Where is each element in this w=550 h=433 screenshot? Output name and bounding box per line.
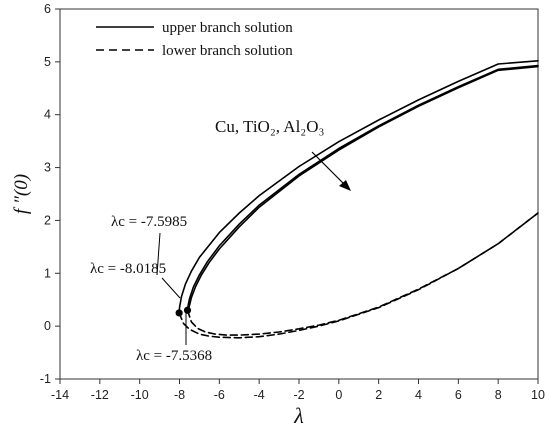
lambda-c-label-2: λc = -8.0185 [90, 261, 166, 277]
materials-annotation: Cu, TiO₂, Al₂O₃ [215, 117, 325, 136]
critical-point [175, 309, 183, 317]
legend-lower-label: lower branch solution [162, 43, 293, 59]
x-tick-label: -8 [174, 388, 185, 402]
x-tick-label: -12 [91, 388, 109, 402]
x-tick-label: 10 [531, 388, 545, 402]
x-tick-label: 6 [455, 388, 462, 402]
lambda-c-label-1: λc = -7.5985 [111, 214, 187, 230]
y-tick-label: 3 [44, 161, 51, 175]
y-tick-label: 2 [44, 213, 51, 227]
lambda-c-label-3: λc = -7.5368 [136, 348, 212, 364]
y-tick-label: -1 [40, 372, 51, 386]
x-tick-label: 8 [495, 388, 502, 402]
y-tick-label: 5 [44, 55, 51, 69]
series-line-upper-0 [178, 59, 539, 314]
x-axis-title: λ [293, 403, 304, 428]
x-tick-label: 4 [415, 388, 422, 402]
materials-arrow-head [339, 180, 351, 191]
x-tick-label: -2 [293, 388, 304, 402]
legend-upper-label: upper branch solution [162, 20, 293, 36]
y-axis-title: f ″(0) [11, 174, 32, 214]
x-tick-label: 2 [375, 388, 382, 402]
critical-point [183, 306, 192, 314]
series-layer [175, 59, 539, 339]
x-tick-label: -10 [131, 388, 149, 402]
y-tick-label: 4 [44, 108, 51, 122]
legend: upper branch solution lower branch solut… [96, 20, 293, 59]
x-tick-label: -6 [214, 388, 225, 402]
series-line-upper-4 [187, 65, 539, 312]
series-line-lower-3 [186, 212, 539, 336]
x-tick-label: -14 [51, 388, 69, 402]
y-tick-label: 6 [44, 2, 51, 16]
plot-frame [59, 8, 539, 380]
series-line-upper-1 [186, 64, 539, 312]
lambda-c-leader-1 [156, 232, 161, 276]
lambda-c-leader-2 [161, 277, 181, 299]
series-line-lower-2 [178, 212, 539, 339]
x-tick-label: 0 [335, 388, 342, 402]
x-tick-label: -4 [254, 388, 265, 402]
materials-arrow-line [311, 151, 347, 187]
y-tick-label: 1 [44, 266, 51, 280]
y-tick-label: 0 [44, 319, 51, 333]
